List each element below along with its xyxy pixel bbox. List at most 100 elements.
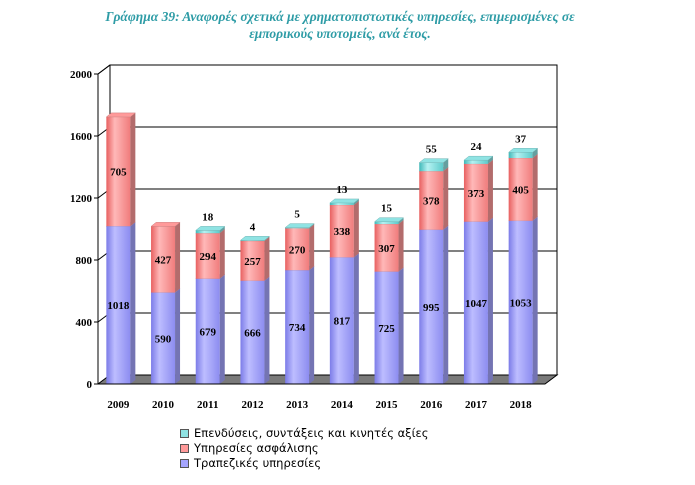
bar-top-2 xyxy=(329,198,360,204)
y-tick-label: 800 xyxy=(76,255,93,267)
bar-segment-0 xyxy=(106,226,131,384)
bar-top-2 xyxy=(463,155,494,161)
bar-segment-0 xyxy=(419,229,444,384)
bar-segment-0 xyxy=(329,257,354,384)
bar-side-1 xyxy=(353,200,359,258)
legend-swatch-banking xyxy=(180,459,189,468)
bar-side-2 xyxy=(398,217,404,225)
bar-segment-1 xyxy=(374,224,399,272)
bar-segment-1 xyxy=(508,158,533,221)
x-tick-label: 2012 xyxy=(241,399,264,411)
value-label: 15 xyxy=(381,203,393,215)
bar-top-2 xyxy=(418,158,449,163)
bar-segment-2 xyxy=(463,160,488,164)
bar-top-2 xyxy=(373,217,405,222)
bar-stack-2013 xyxy=(284,223,315,384)
value-label: 427 xyxy=(155,254,172,266)
bar-side-1 xyxy=(532,154,538,221)
legend-swatch-investments xyxy=(180,429,189,438)
value-label: 1047 xyxy=(465,298,488,310)
value-label: 5 xyxy=(294,209,300,221)
y-tick-label: 400 xyxy=(76,317,93,329)
bar-segment-0 xyxy=(463,221,488,384)
bar-stack-2017 xyxy=(463,155,494,384)
bar-segment-1 xyxy=(463,163,488,222)
legend-label-banking: Τραπεζικές υπηρεσίες xyxy=(194,456,322,470)
bar-side-0 xyxy=(398,267,404,384)
bar-segment-1 xyxy=(195,233,220,279)
bar-segment-1 xyxy=(151,226,176,293)
x-tick-label: 2011 xyxy=(197,399,218,411)
x-tick-label: 2017 xyxy=(465,399,488,411)
x-tick-label: 2014 xyxy=(331,399,354,411)
gridline xyxy=(97,126,557,137)
x-tick-label: 2018 xyxy=(510,399,533,411)
bar-stack-2010 xyxy=(150,222,181,384)
bar-stack-2009 xyxy=(105,112,137,384)
bar-side-0 xyxy=(353,253,359,384)
bar-side-2 xyxy=(353,198,359,205)
bar-segment-1 xyxy=(285,228,310,271)
bar-segment-0 xyxy=(195,278,220,384)
value-label: 725 xyxy=(378,323,395,335)
value-label: 590 xyxy=(155,333,172,345)
bar-segment-0 xyxy=(151,292,176,384)
legend-label-insurance: Υπηρεσίες ασφάλισης xyxy=(194,441,319,455)
value-label: 4 xyxy=(250,221,256,233)
bar-side-1 xyxy=(175,222,181,293)
value-label: 24 xyxy=(470,141,482,153)
bar-segment-0 xyxy=(508,220,533,384)
bar-side-0 xyxy=(443,225,449,384)
gridline xyxy=(97,64,557,75)
bar-top-2 xyxy=(284,223,315,228)
bar-top-2 xyxy=(195,226,226,231)
bar-side-1 xyxy=(398,220,404,272)
x-tick-label: 2013 xyxy=(286,399,309,411)
value-label: 373 xyxy=(468,188,485,200)
chart-title: Γράφημα 39: Αναφορές σχετικά με χρηματοπ… xyxy=(20,8,660,42)
x-tick-label: 2009 xyxy=(107,399,130,411)
bar-segment-1 xyxy=(240,240,265,281)
bar-side-1 xyxy=(130,112,136,227)
bar-side-2 xyxy=(219,226,225,234)
value-label: 270 xyxy=(289,244,306,256)
bar-segment-2 xyxy=(285,227,310,229)
bar-stack-2015 xyxy=(373,217,405,384)
bar-segment-2 xyxy=(374,221,399,225)
bar-segment-0 xyxy=(374,271,399,384)
bar-side-0 xyxy=(130,222,136,384)
bar-side-0 xyxy=(487,217,493,384)
bar-segment-0 xyxy=(240,280,265,384)
value-label: 705 xyxy=(110,167,127,179)
value-label: 18 xyxy=(202,211,214,223)
bar-top-2 xyxy=(239,236,271,241)
bar-segment-2 xyxy=(508,152,533,159)
bar-side-2 xyxy=(487,156,493,164)
value-label: 666 xyxy=(244,327,261,339)
x-tick-label: 2010 xyxy=(152,399,175,411)
bar-side-1 xyxy=(264,236,270,281)
bar-segment-2 xyxy=(419,162,444,172)
value-label: 13 xyxy=(336,184,348,196)
bar-top-2 xyxy=(507,148,539,153)
bar-stack-2012 xyxy=(239,236,271,384)
value-label: 405 xyxy=(512,184,529,196)
legend-item-investments: Επενδύσεις, συντάξεις και κινητές αξίες xyxy=(180,426,428,441)
bar-side-1 xyxy=(443,167,449,230)
value-label: 1018 xyxy=(107,300,130,312)
bar-side-1 xyxy=(309,224,315,271)
bar-segment-2 xyxy=(240,240,265,241)
bar-top-1 xyxy=(105,112,137,118)
y-tick-label: 1600 xyxy=(70,131,93,143)
bar-segment-1 xyxy=(106,116,131,227)
bar-side-0 xyxy=(219,274,225,384)
value-label: 1053 xyxy=(510,297,533,309)
bar-stack-2014 xyxy=(329,198,360,384)
value-label: 734 xyxy=(289,322,306,334)
value-label: 257 xyxy=(244,256,261,268)
bar-stack-2018 xyxy=(507,148,539,384)
bar-stack-2011 xyxy=(195,226,226,384)
bar-side-0 xyxy=(309,266,315,384)
bar-side-0 xyxy=(532,216,538,384)
